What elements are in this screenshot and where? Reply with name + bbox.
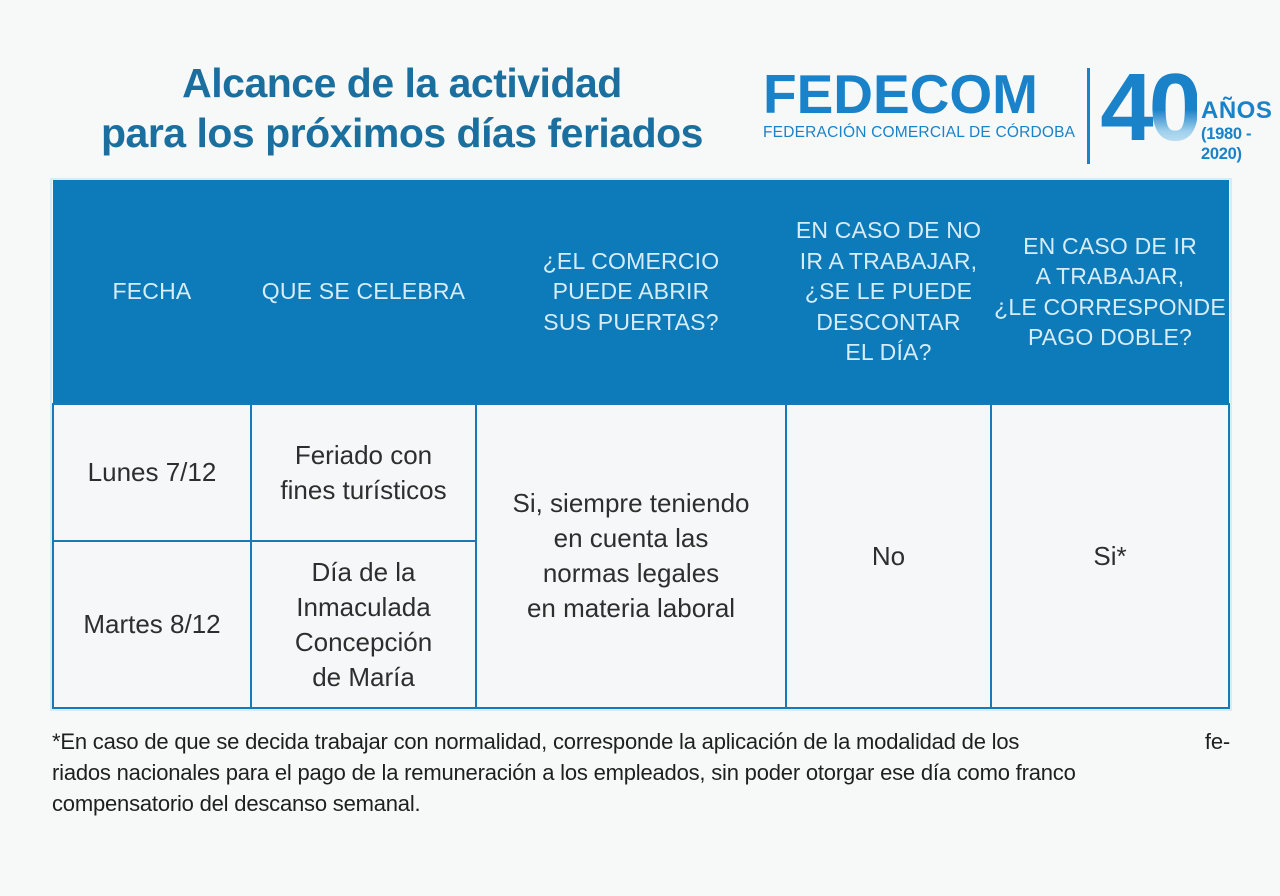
cell-doble-merged: Si* — [990, 403, 1230, 709]
table-header-row: FECHA QUE SE CELEBRA ¿EL COMERCIO PUEDE … — [53, 180, 1229, 404]
table-row: Martes 8/12 Día de la Inmaculada Concepc… — [52, 540, 1229, 709]
cell-comercio-merged: Si, siempre teniendo en cuenta las norma… — [475, 403, 787, 709]
footnote-line3: compensatorio del descanso semanal. — [52, 791, 421, 816]
holidays-table: FECHA QUE SE CELEBRA ¿EL COMERCIO PUEDE … — [52, 180, 1230, 709]
anniversary-digit-0: 0 — [1148, 54, 1202, 161]
page-title: Alcance de la actividad para los próximo… — [40, 58, 764, 158]
footnote-line1-start: *En caso de que se decida trabajar con n… — [52, 729, 1020, 754]
footnote: *En caso de que se decida trabajar con n… — [52, 726, 1230, 819]
footnote-line1: *En caso de que se decida trabajar con n… — [52, 726, 1230, 757]
fedecom-tagline: FEDERACIÓN COMERCIAL DE CÓRDOBA — [763, 124, 1076, 141]
col-header-comercio: ¿EL COMERCIO PUEDE ABRIR SUS PUERTAS? — [476, 180, 786, 404]
table-row: Lunes 7/12 Feriado con fines turísticos … — [52, 403, 1230, 709]
fedecom-logo: FEDECOM FEDERACIÓN COMERCIAL DE CÓRDOBA … — [763, 60, 1272, 164]
anniversary-text: AÑOS (1980 - 2020) — [1201, 98, 1272, 164]
footnote-line2: riados nacionales para el pago de la rem… — [52, 760, 1076, 785]
anniversary-badge: 40 AÑOS (1980 - 2020) — [1100, 60, 1272, 164]
cell-celebra-lunes: Feriado con fines turísticos — [250, 403, 477, 542]
cell-fecha-martes: Martes 8/12 — [52, 540, 252, 709]
anniversary-years: (1980 - 2020) — [1201, 125, 1252, 163]
col-header-descontar: EN CASO DE NO IR A TRABAJAR, ¿SE LE PUED… — [786, 180, 991, 404]
anniversary-label: AÑOS — [1201, 97, 1273, 124]
anniversary-number: 40 — [1100, 60, 1202, 156]
cell-descontar-merged: No — [785, 403, 992, 709]
col-header-fecha: FECHA — [53, 180, 251, 404]
footnote-line1-end: fe- — [1204, 729, 1230, 754]
fedecom-logo-left: FEDECOM FEDERACIÓN COMERCIAL DE CÓRDOBA — [763, 63, 1076, 142]
cell-celebra-martes: Día de la Inmaculada Concepción de María — [250, 540, 477, 709]
col-header-celebra: QUE SE CELEBRA — [251, 180, 476, 404]
cell-fecha-lunes: Lunes 7/12 — [52, 403, 252, 542]
col-header-doble: EN CASO DE IR A TRABAJAR, ¿LE CORRESPOND… — [991, 180, 1229, 404]
logo-divider — [1087, 68, 1091, 164]
page-title-line1: Alcance de la actividad — [182, 60, 622, 106]
page-title-line2: para los próximos días feriados — [101, 110, 703, 156]
fedecom-wordmark: FEDECOM — [763, 63, 1038, 125]
anniversary-digit-4: 4 — [1100, 54, 1153, 161]
